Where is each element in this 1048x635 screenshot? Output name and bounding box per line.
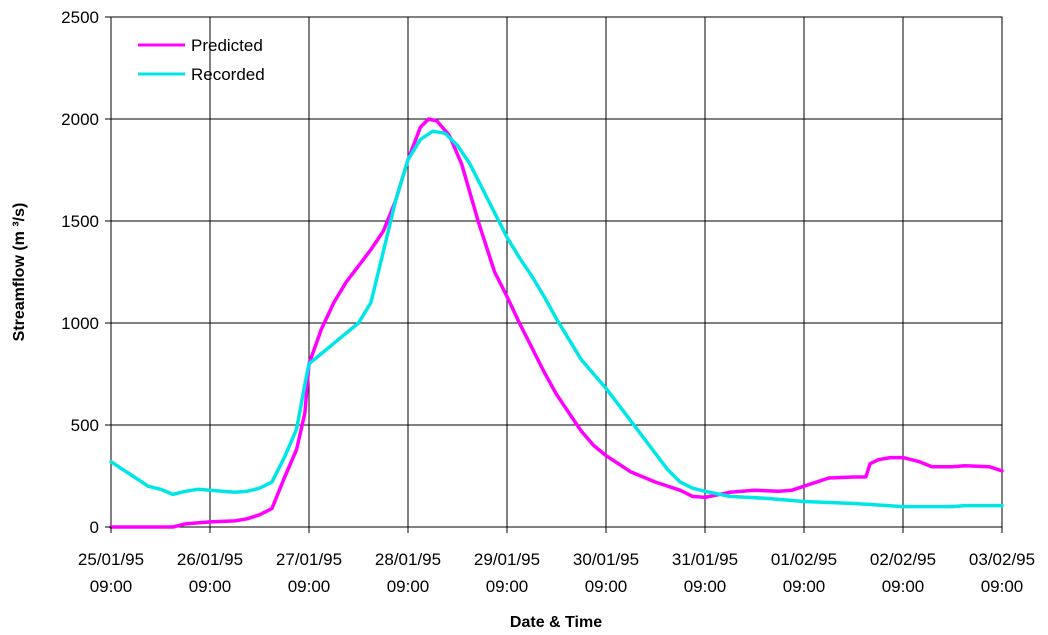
x-tick-label-time: 09:00 [684,577,727,596]
x-tick-label-time: 09:00 [387,577,430,596]
y-axis-ticks: 0 500 1000 1500 2000 2500 [61,8,111,537]
x-tick-label-date: 28/01/95 [375,550,441,569]
x-tick-label-time: 09:00 [981,577,1024,596]
x-tick-label-date: 03/02/95 [969,550,1035,569]
x-tick-label-date: 25/01/95 [78,550,144,569]
legend-label-predicted: Predicted [191,36,263,55]
grid [111,17,1002,527]
x-tick-label-time: 09:00 [585,577,628,596]
x-tick-label-date: 30/01/95 [573,550,639,569]
x-tick-label-time: 09:00 [90,577,133,596]
y-tick-label: 1000 [61,314,99,333]
x-tick-label-date: 02/02/95 [870,550,936,569]
x-axis-ticks: 25/01/95 09:00 26/01/95 09:00 27/01/95 09:00 2… [78,527,1035,596]
x-tick-label-date: 31/01/95 [672,550,738,569]
legend-label-recorded: Recorded [191,65,265,84]
x-tick-label-date: 01/02/95 [771,550,837,569]
y-tick-label: 500 [71,416,99,435]
plot-area-frame [110,16,1003,528]
x-tick-label-date: 26/01/95 [177,550,243,569]
x-tick-label-date: 27/01/95 [276,550,342,569]
series-line-recorded [109,129,1004,509]
x-axis-title: Date & Time [510,614,602,631]
x-tick-label-time: 09:00 [189,577,232,596]
series-lines [109,117,1004,529]
legend: Predicted Recorded [138,36,265,84]
x-tick-label-time: 09:00 [783,577,826,596]
series-line-predicted [109,117,1004,529]
x-tick-label-time: 09:00 [288,577,331,596]
x-tick-label-date: 29/01/95 [474,550,540,569]
x-tick-label-time: 09:00 [486,577,529,596]
y-tick-label: 0 [90,518,99,537]
y-tick-label: 1500 [61,212,99,231]
y-tick-label: 2000 [61,110,99,129]
x-tick-label-time: 09:00 [882,577,925,596]
y-tick-label: 2500 [61,8,99,27]
y-axis-title: Streamflow (m ³/s) [11,203,28,342]
